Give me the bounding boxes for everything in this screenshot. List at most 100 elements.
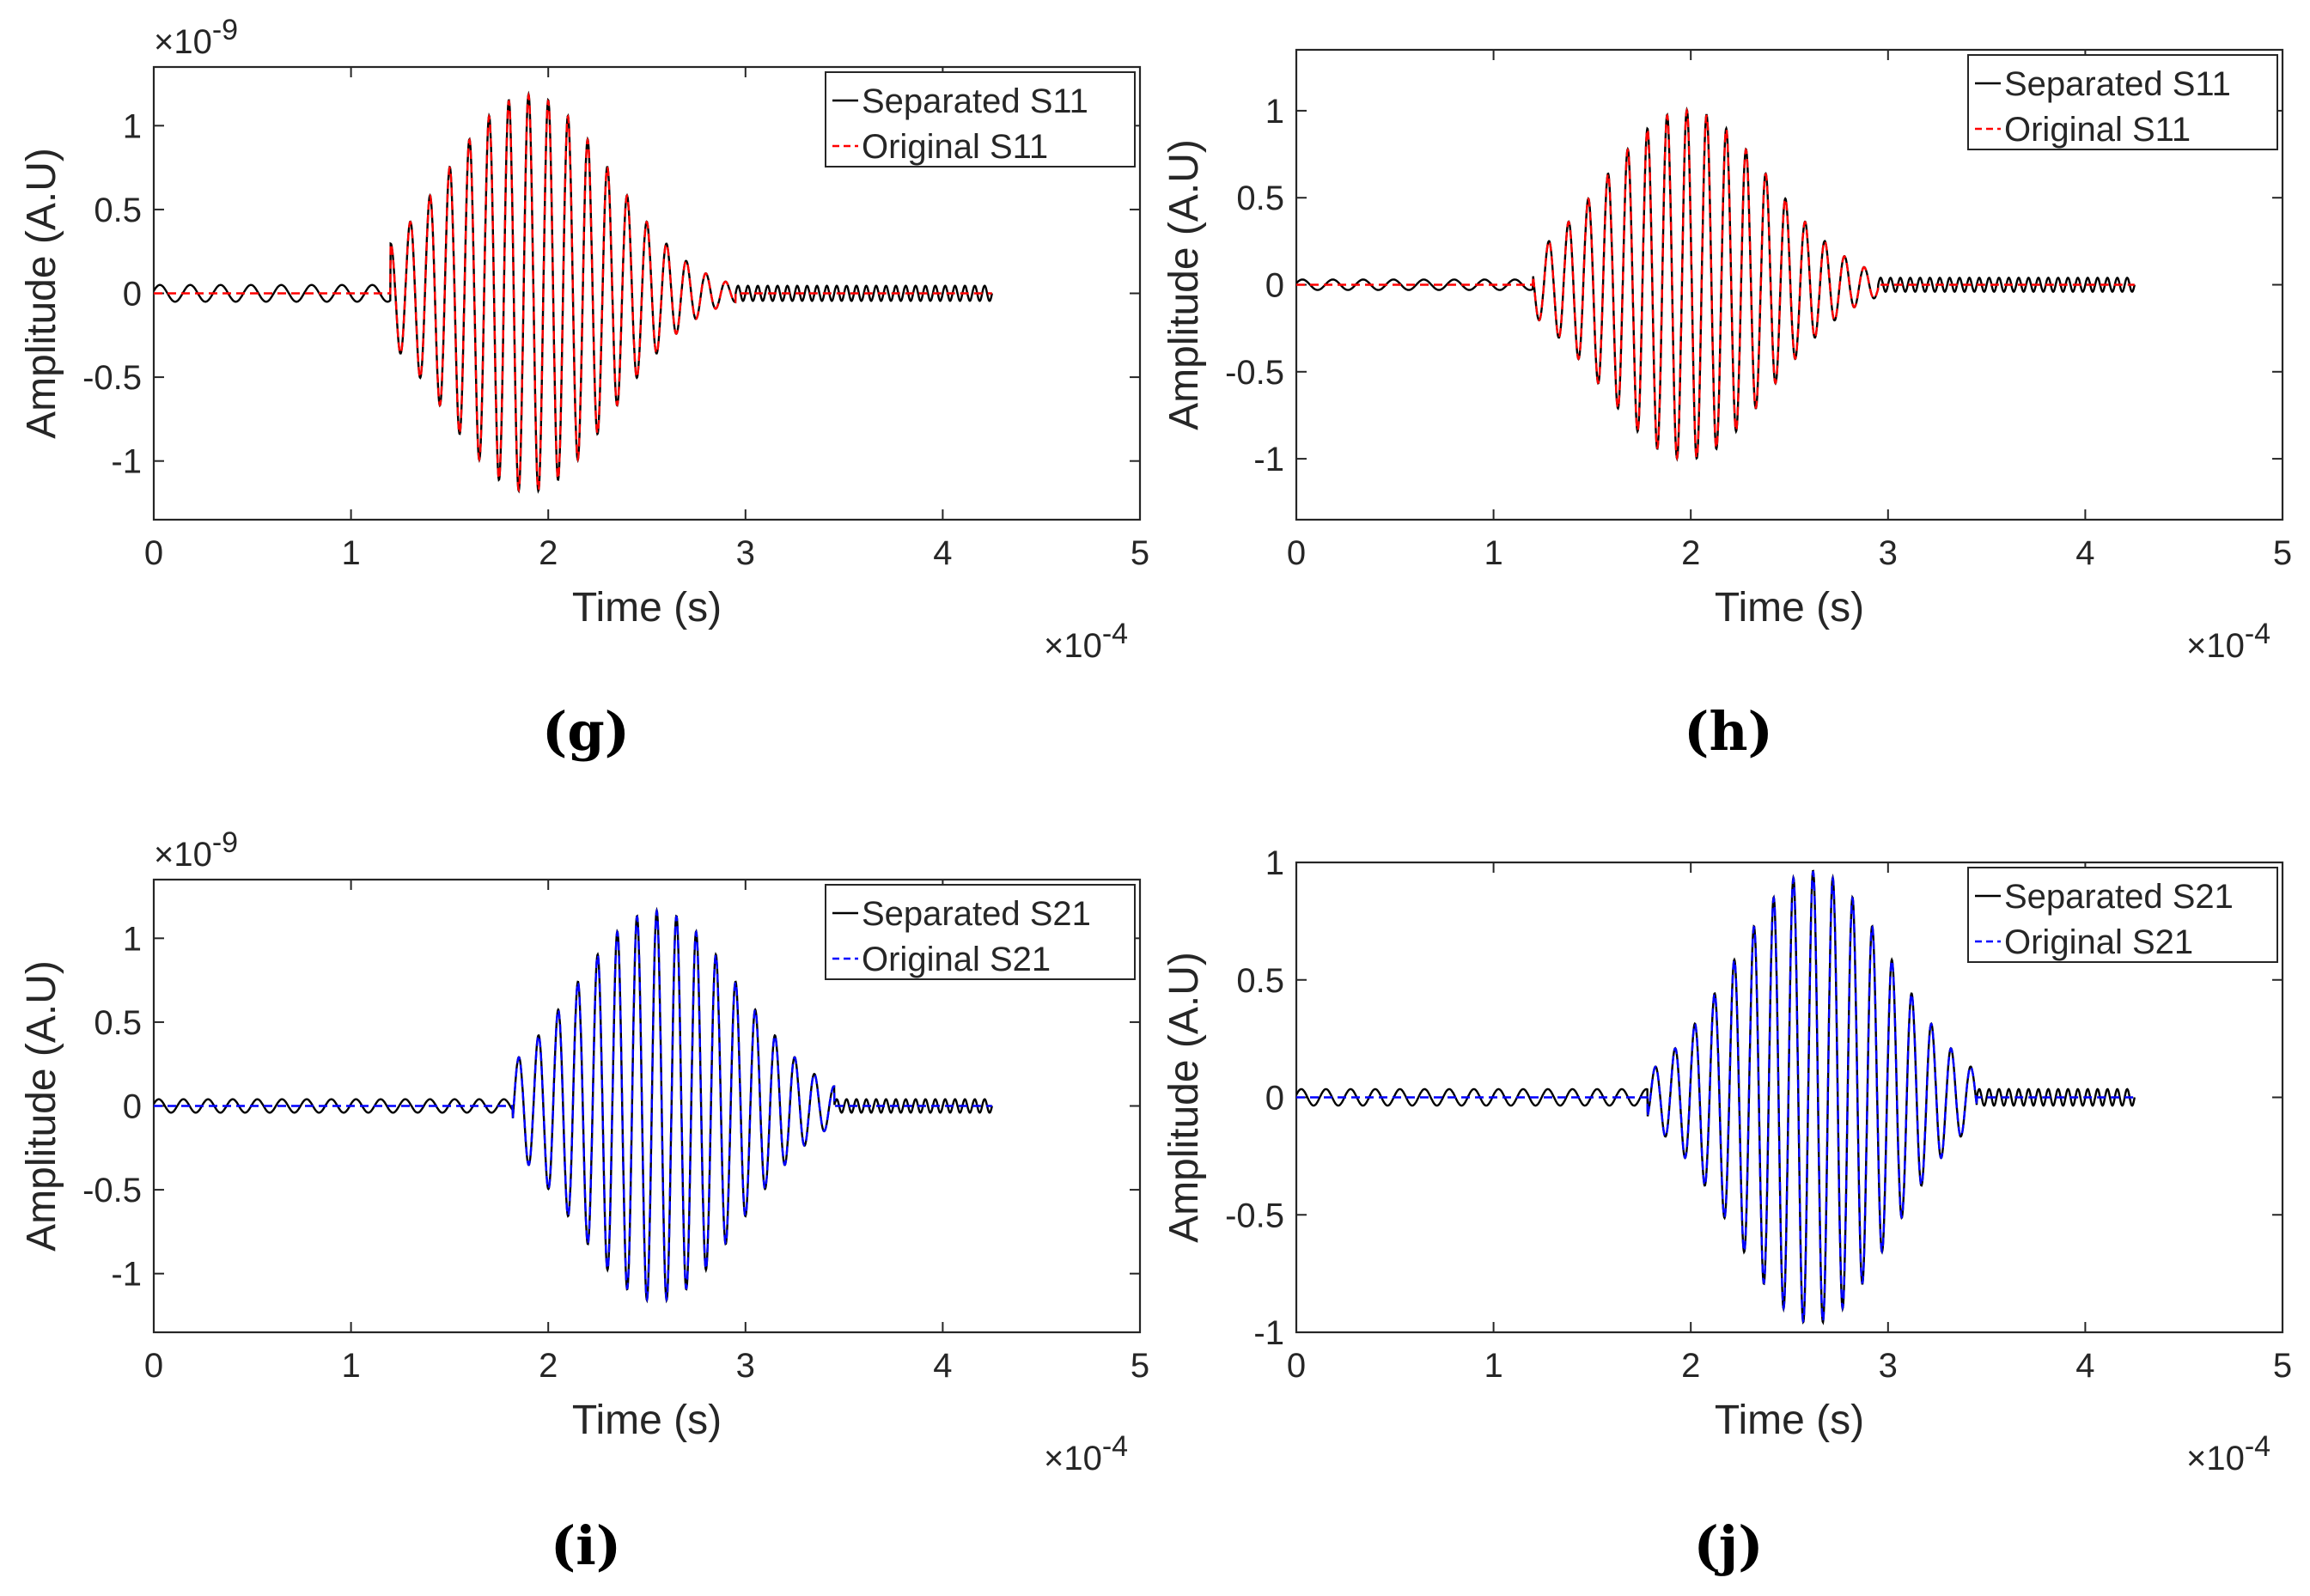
x-tick-label: 1 xyxy=(341,534,360,572)
x-axis-label: Time (s) xyxy=(1715,585,1864,630)
y-exponent-power: -9 xyxy=(212,826,238,859)
y-tick-label: 0.5 xyxy=(94,192,142,229)
x-tick-label: 1 xyxy=(1484,1347,1502,1385)
series-line-original xyxy=(1296,870,2135,1325)
x-tick-label: 1 xyxy=(341,1347,360,1385)
legend-box xyxy=(825,884,1136,980)
legend-box xyxy=(1967,867,2278,963)
y-exponent-base: ×10 xyxy=(154,836,212,874)
y-axis-label: Amplitude (A.U) xyxy=(1161,139,1207,430)
x-tick-label: 0 xyxy=(144,1347,163,1385)
x-exponent-power: -4 xyxy=(1102,618,1128,650)
y-tick-label: -1 xyxy=(111,443,142,481)
y-axis-label: Amplitude (A.U) xyxy=(1161,952,1207,1243)
x-tick-label: 0 xyxy=(144,534,163,572)
y-tick-label: 1 xyxy=(123,920,142,958)
y-tick-label: 0 xyxy=(1265,267,1284,305)
x-tick-label: 2 xyxy=(1681,1347,1700,1385)
panel-label-g: (g) xyxy=(541,700,631,763)
y-tick-label: 0.5 xyxy=(1236,180,1284,217)
x-exponent-label: ×10-4 xyxy=(1044,1430,1128,1477)
x-exponent-base: ×10 xyxy=(2186,1440,2245,1477)
legend-label: Original S11 xyxy=(2004,111,2191,149)
x-exponent-label: ×10-4 xyxy=(1044,618,1128,665)
x-tick-label: 0 xyxy=(1287,534,1306,572)
series-line-original xyxy=(1296,107,2135,461)
x-tick-label: 4 xyxy=(2075,1347,2094,1385)
legend: Separated S21 Original S21 xyxy=(825,884,1136,980)
x-tick-label: 3 xyxy=(736,1347,755,1385)
y-tick-label: -1 xyxy=(111,1256,142,1294)
y-exponent-label: ×10-9 xyxy=(154,826,238,874)
x-tick-label: 3 xyxy=(1879,1347,1898,1385)
legend: Separated S11 Original S11 xyxy=(825,71,1136,168)
x-tick-label: 5 xyxy=(2273,1347,2292,1385)
legend-box xyxy=(1967,54,2278,150)
y-axis-label: Amplitude (A.U) xyxy=(19,148,64,439)
y-tick-label: 1 xyxy=(1265,93,1284,131)
x-tick-label: 4 xyxy=(933,534,952,572)
x-exponent-base: ×10 xyxy=(1044,627,1102,665)
chart-panel-4: 0 1 2 3 4 5 1 0.5 0 -0.5 -1 Time (s) Amplitude (A.U)… xyxy=(1161,844,2292,1477)
x-exponent-base: ×10 xyxy=(2186,627,2245,665)
y-axis-label: Amplitude (A.U) xyxy=(19,960,64,1252)
y-tick-label: -0.5 xyxy=(1225,1197,1284,1234)
x-tick-label: 5 xyxy=(2273,534,2292,572)
y-tick-label: 0 xyxy=(123,276,142,314)
x-tick-label: 3 xyxy=(1879,534,1898,572)
series-line-separated xyxy=(1296,869,2136,1325)
legend-label: Original S21 xyxy=(862,941,1051,978)
legend-box xyxy=(825,71,1136,168)
x-tick-label: 0 xyxy=(1287,1347,1306,1385)
legend-label: Original S21 xyxy=(2004,923,2193,961)
y-exponent-base: ×10 xyxy=(154,23,212,61)
legend-label: Separated S21 xyxy=(862,895,1091,933)
x-tick-label: 2 xyxy=(539,1347,558,1385)
x-tick-label: 5 xyxy=(1131,534,1149,572)
x-tick-label: 3 xyxy=(736,534,755,572)
x-exponent-power: -4 xyxy=(2245,618,2270,650)
y-tick-label: 1 xyxy=(1265,844,1284,882)
y-tick-label: -1 xyxy=(1253,441,1284,478)
chart-panel-2: 0 1 2 3 4 5 1 0.5 0 -0.5 -1 Time (s) Amplitude (A.U)… xyxy=(1161,48,2292,665)
legend-label: Separated S11 xyxy=(862,82,1088,120)
y-tick-label: 0.5 xyxy=(1236,962,1284,1000)
x-exponent-base: ×10 xyxy=(1044,1440,1102,1477)
x-axis-label: Time (s) xyxy=(1715,1398,1864,1443)
y-tick-label: -0.5 xyxy=(1225,354,1284,392)
series-line-original xyxy=(154,91,992,493)
x-tick-label: 4 xyxy=(2075,534,2094,572)
x-tick-label: 5 xyxy=(1131,1347,1149,1385)
y-tick-label: 0 xyxy=(1265,1080,1284,1118)
panel-label-i: (i) xyxy=(550,1514,622,1577)
y-tick-label: -0.5 xyxy=(82,359,142,397)
x-exponent-label: ×10-4 xyxy=(2186,1430,2270,1477)
y-tick-label: -0.5 xyxy=(82,1172,142,1209)
chart-panel-3: 0 1 2 3 4 5 1 0.5 0 -0.5 -1 Time (s) Amplitude (A.U)… xyxy=(19,826,1149,1477)
y-tick-label: -1 xyxy=(1253,1314,1284,1352)
x-tick-label: 4 xyxy=(933,1347,952,1385)
panel-label-h: (h) xyxy=(1684,700,1773,763)
y-tick-label: 1 xyxy=(123,107,142,145)
series-line-original xyxy=(154,907,992,1303)
x-exponent-power: -4 xyxy=(2245,1430,2270,1463)
y-exponent-label: ×10-9 xyxy=(154,14,238,61)
x-exponent-power: -4 xyxy=(1102,1430,1128,1463)
x-tick-label: 1 xyxy=(1484,534,1502,572)
panel-label-j: (j) xyxy=(1693,1514,1764,1577)
x-exponent-label: ×10-4 xyxy=(2186,618,2270,665)
legend-label: Separated S21 xyxy=(2004,878,2234,916)
x-axis-label: Time (s) xyxy=(572,1398,722,1443)
x-tick-label: 2 xyxy=(539,534,558,572)
legend-label: Separated S11 xyxy=(2004,65,2231,103)
series-line-separated xyxy=(154,90,993,494)
y-tick-label: 0.5 xyxy=(94,1004,142,1042)
y-tick-label: 0 xyxy=(123,1088,142,1126)
chart-panel-1: 0 1 2 3 4 5 1 0.5 0 -0.5 -1 Time (s) Amplitude (A.U)… xyxy=(19,14,1149,665)
series-line-separated xyxy=(154,906,993,1304)
x-axis-label: Time (s) xyxy=(572,585,722,630)
legend: Separated S21 Original S21 xyxy=(1967,867,2278,963)
legend-label: Original S11 xyxy=(862,128,1048,166)
x-tick-label: 2 xyxy=(1681,534,1700,572)
